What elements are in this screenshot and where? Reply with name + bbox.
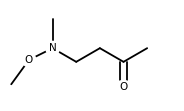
Circle shape [117,80,130,94]
Circle shape [22,53,36,67]
Circle shape [46,41,59,55]
Text: N: N [49,43,56,53]
Text: O: O [25,55,33,65]
Text: O: O [119,82,128,92]
